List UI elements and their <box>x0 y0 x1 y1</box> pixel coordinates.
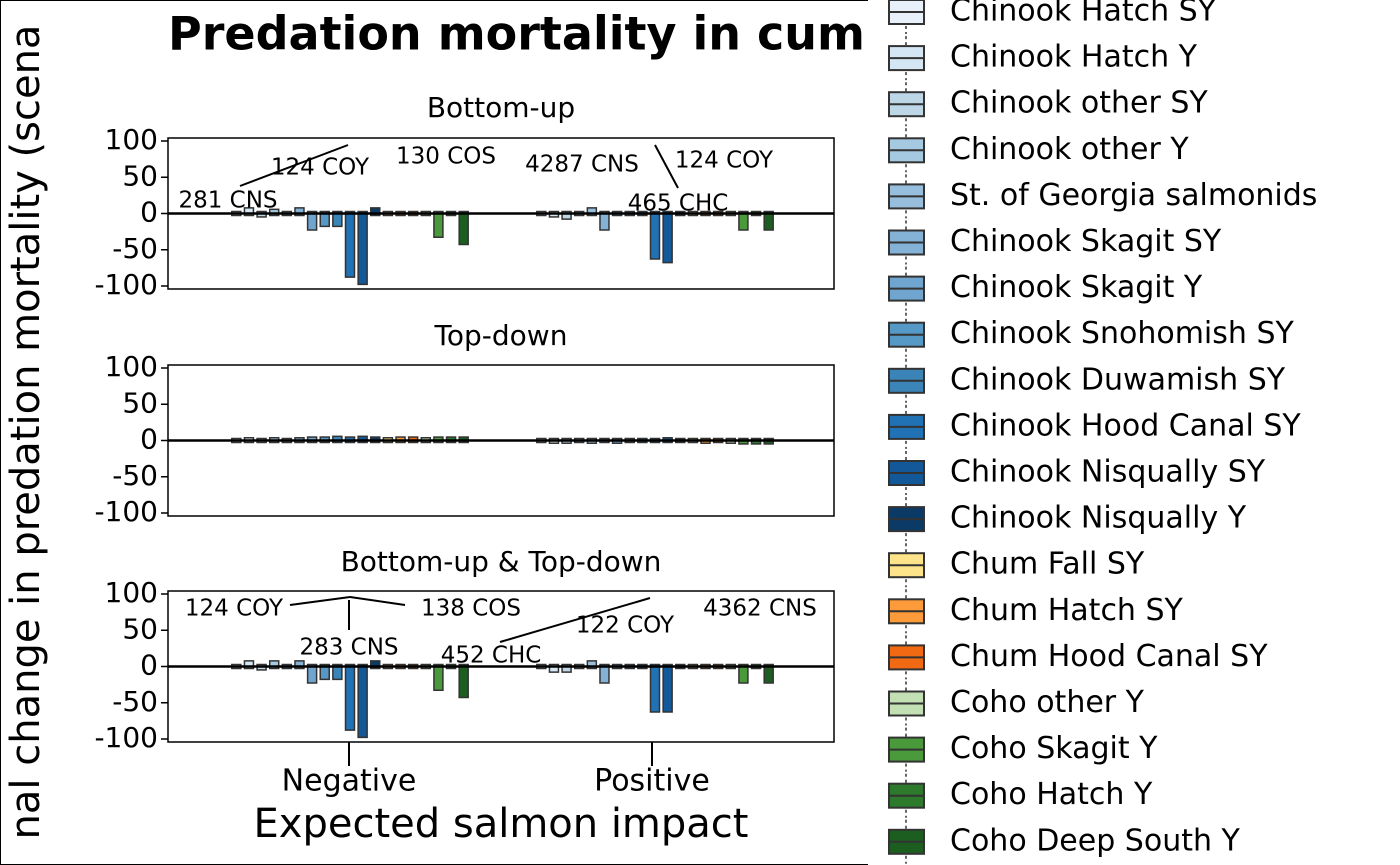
x-axis-title: Expected salmon impact <box>254 801 749 847</box>
legend-label: Chum Hood Canal SY <box>950 639 1268 674</box>
box <box>268 660 280 670</box>
annotation: 452 CHC <box>441 643 542 669</box>
annotation: 124 COY <box>675 148 774 174</box>
y-tick-label: -50 <box>112 459 158 492</box>
box <box>599 663 610 684</box>
box <box>344 663 356 731</box>
box <box>306 663 318 684</box>
annotation: 283 CNS <box>299 635 398 661</box>
annotation: 130 COS <box>396 144 496 170</box>
box <box>332 663 343 681</box>
annotation: 465 CHC <box>628 191 729 217</box>
box <box>649 663 661 713</box>
box <box>344 210 356 278</box>
box <box>370 207 381 217</box>
box <box>561 210 572 220</box>
y-tick-label: 0 <box>140 196 158 229</box>
y-tick-label: 50 <box>122 612 158 645</box>
box <box>357 663 368 739</box>
y-tick-label: 0 <box>140 649 158 682</box>
legend-label: Chinook other Y <box>950 132 1189 167</box>
x-tick-label: Positive <box>594 764 710 799</box>
y-tick-label: -100 <box>94 268 158 301</box>
legend-label: Coho Hatch Y <box>950 777 1153 812</box>
y-tick-label: -50 <box>112 232 158 265</box>
legend-label: Chinook Hatch Y <box>950 40 1198 75</box>
y-tick-label: 50 <box>122 159 158 192</box>
box <box>243 207 255 217</box>
annotation: 124 COY <box>271 155 370 181</box>
panel-title: Bottom-up <box>427 91 575 124</box>
box <box>561 663 572 673</box>
panel-title: Bottom-up & Top-down <box>341 545 662 578</box>
y-tick-label: -100 <box>94 721 158 754</box>
annotation: 122 COY <box>576 613 675 639</box>
y-tick-label: 0 <box>140 423 158 456</box>
legend-label: Chinook Snohomish SY <box>950 316 1294 351</box>
legend-label: Chum Fall SY <box>950 547 1145 582</box>
box <box>433 210 444 238</box>
legend-label: Chum Hatch SY <box>950 593 1184 628</box>
box <box>458 663 469 699</box>
y-tick-label: -50 <box>112 685 158 718</box>
annotation: 4362 CNS <box>703 596 817 622</box>
box <box>763 210 774 231</box>
annotation: 138 COS <box>421 596 521 622</box>
box <box>649 210 661 260</box>
legend-background <box>868 0 1400 865</box>
annotation: 281 CNS <box>178 188 277 214</box>
panel-title: Top-down <box>434 319 568 352</box>
legend-label: Coho other Y <box>950 685 1145 720</box>
legend-label: Coho Skagit Y <box>950 731 1158 766</box>
box <box>599 210 610 231</box>
box <box>458 210 469 246</box>
box <box>662 663 673 713</box>
legend-label: St. of Georgia salmonids <box>950 178 1317 213</box>
box <box>548 663 560 673</box>
annotation: 4287 CNS <box>525 152 639 178</box>
legend-label: Chinook Hatch SY <box>950 0 1217 29</box>
y-axis-title: nal change in predation mortality (scena <box>3 25 49 840</box>
box <box>319 210 330 228</box>
legend-label: Coho Deep South Y <box>950 823 1241 858</box>
box <box>433 663 444 691</box>
legend-label: Chinook Skagit Y <box>950 270 1203 305</box>
box <box>243 660 255 670</box>
box <box>357 210 368 286</box>
legend-label: Chinook Duwamish SY <box>950 362 1286 397</box>
box <box>738 663 749 684</box>
box <box>319 663 330 681</box>
legend-label: Chinook Nisqually SY <box>950 455 1266 490</box>
box <box>763 663 774 684</box>
box <box>586 660 598 670</box>
y-tick-label: -100 <box>94 495 158 528</box>
box <box>306 210 318 231</box>
y-tick-label: 100 <box>105 576 158 609</box>
box <box>662 210 673 264</box>
annotation-lines <box>239 144 679 643</box>
legend-label: Chinook Hood Canal SY <box>950 408 1301 443</box>
box <box>370 660 381 670</box>
box <box>294 207 305 217</box>
legend-label: Chinook other SY <box>950 86 1208 121</box>
x-tick-label: Negative <box>282 764 417 799</box>
box <box>332 210 343 228</box>
box <box>294 660 305 670</box>
legend-label: Chinook Skagit SY <box>950 224 1222 259</box>
y-tick-label: 100 <box>105 123 158 156</box>
y-tick-label: 50 <box>122 386 158 419</box>
legend-label: Chinook Nisqually Y <box>950 501 1247 536</box>
box <box>738 210 749 231</box>
annotation: 124 COY <box>185 596 284 622</box>
y-tick-label: 100 <box>105 350 158 383</box>
box <box>586 207 598 217</box>
